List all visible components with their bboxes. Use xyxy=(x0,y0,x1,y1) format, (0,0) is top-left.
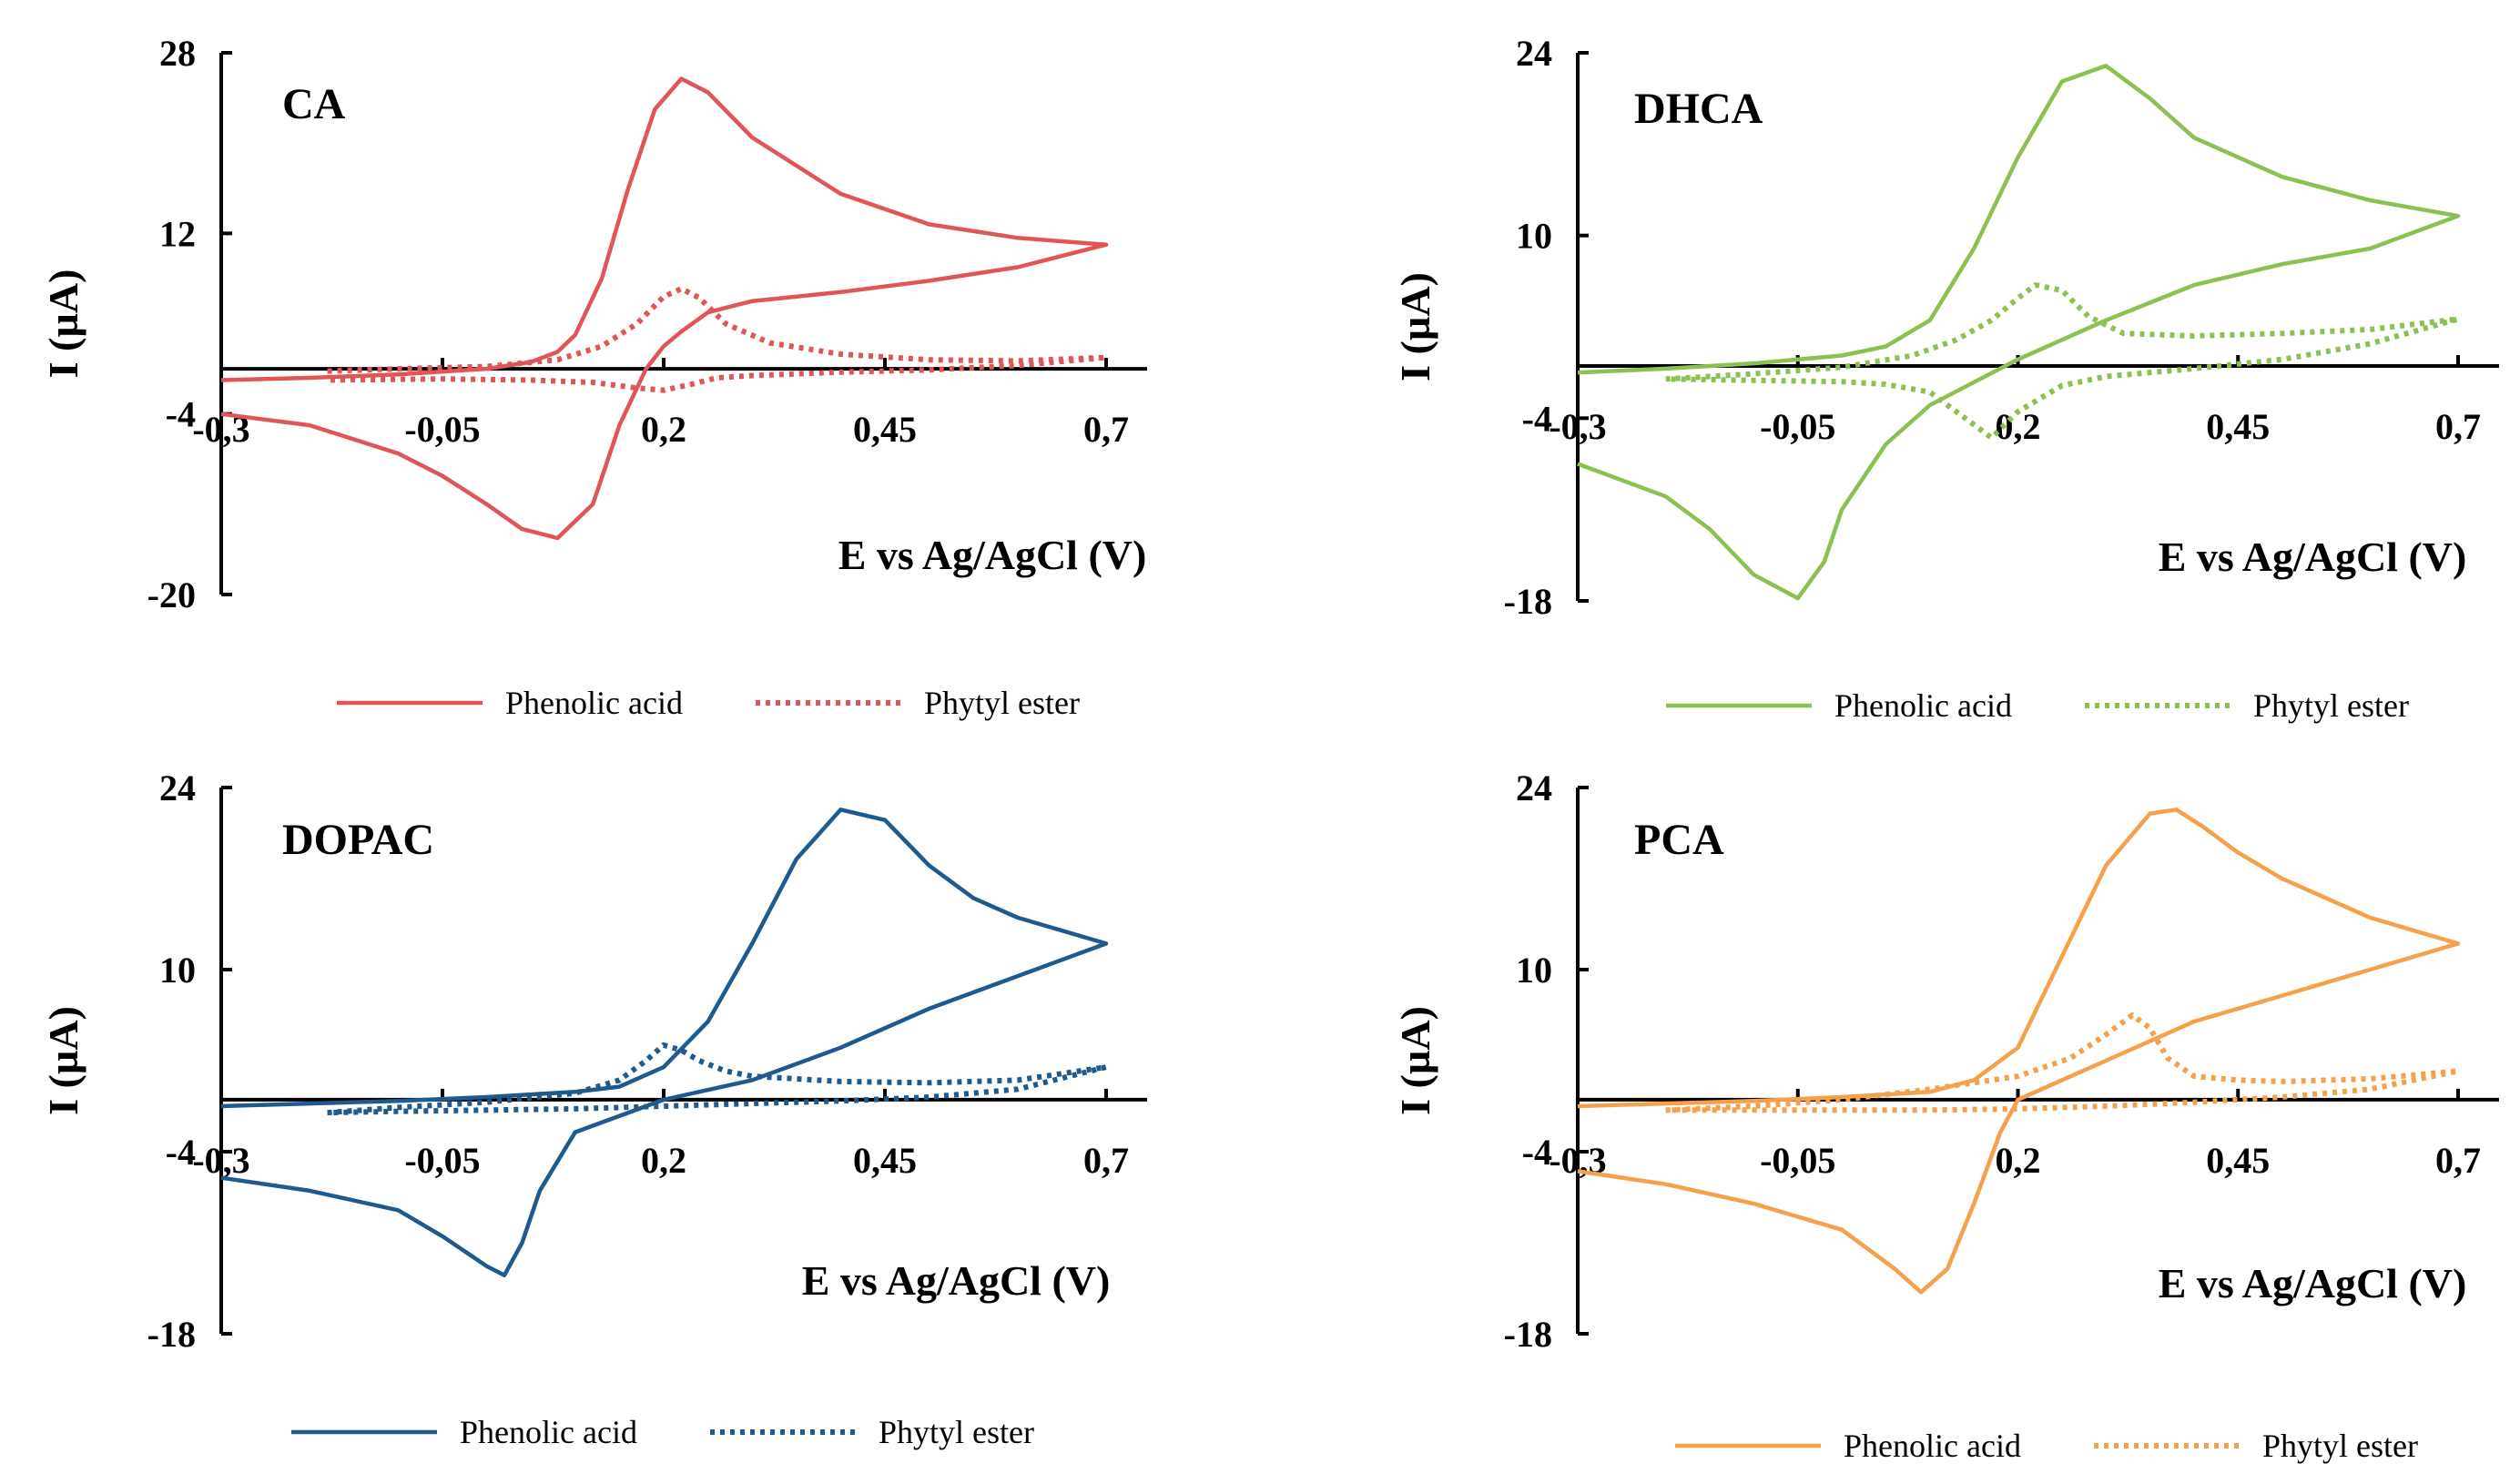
series-phytyl-ester-line xyxy=(1665,1012,2461,1113)
panel-title: CA xyxy=(282,80,346,128)
y-tick-label: -18 xyxy=(1504,581,1552,622)
chart-panel-dopac: 24 10 -4 -18 -0,3 -0,05 0,2 0,45 0,7 DOPAC E vs Ag… xyxy=(40,767,1147,1450)
legend-label-phytyl-ester: Phytyl ester xyxy=(924,685,1080,721)
y-tick-label: 24 xyxy=(1516,767,1552,808)
legend-label-phenolic-acid: Phenolic acid xyxy=(505,685,683,721)
y-axis-label: I (µA) xyxy=(40,269,86,379)
legend: Phenolic acid Phytyl ester xyxy=(291,1414,1034,1450)
x-tick-label: -0,05 xyxy=(404,1140,480,1181)
y-tick-label: 12 xyxy=(159,213,196,254)
x-axis-label: E vs Ag/AgCl (V) xyxy=(2159,1260,2467,1306)
y-axis-label: I (µA) xyxy=(1392,272,1438,381)
legend-label-phenolic-acid: Phenolic acid xyxy=(460,1414,637,1450)
y-axis-label: I (µA) xyxy=(1392,1006,1438,1115)
y-tick-label: -4 xyxy=(166,1132,196,1173)
y-tick-label: 10 xyxy=(1516,216,1552,257)
legend: Phenolic acid Phytyl ester xyxy=(1675,1428,2418,1464)
legend-label-phytyl-ester: Phytyl ester xyxy=(2253,687,2409,724)
y-tick-label: 24 xyxy=(159,767,196,808)
x-tick-label: 0,2 xyxy=(641,1140,686,1181)
panel-title: DHCA xyxy=(1634,85,1763,133)
x-tick-label: -0,05 xyxy=(404,409,480,450)
series-phytyl-ester-line xyxy=(327,286,1109,393)
x-tick-label: -0,05 xyxy=(1760,406,1835,447)
series-phenolic-acid-line xyxy=(220,808,1109,1277)
x-axis-label: E vs Ag/AgCl (V) xyxy=(838,532,1147,578)
x-tick-label: 0,2 xyxy=(1996,1140,2041,1181)
y-tick-label: 10 xyxy=(1516,950,1552,991)
y-tick-label: 28 xyxy=(159,33,196,74)
y-axis-label: I (µA) xyxy=(40,1006,86,1115)
y-tick-label: -18 xyxy=(1504,1314,1552,1355)
series-phenolic-acid-line xyxy=(1577,808,2461,1295)
x-tick-label: 0,45 xyxy=(2206,1140,2270,1181)
legend-label-phytyl-ester: Phytyl ester xyxy=(2262,1428,2418,1464)
series-phenolic-acid-line xyxy=(220,76,1109,541)
x-tick-label: 0,7 xyxy=(1083,409,1129,450)
y-tick-label: -4 xyxy=(1522,1132,1552,1173)
legend: Phenolic acid Phytyl ester xyxy=(1666,687,2409,724)
panel-title: PCA xyxy=(1634,816,1724,864)
series-phytyl-ester-line xyxy=(1665,282,2461,441)
legend-label-phenolic-acid: Phenolic acid xyxy=(1844,1428,2021,1464)
panel-title: DOPAC xyxy=(282,816,434,864)
legend-label-phytyl-ester: Phytyl ester xyxy=(879,1414,1034,1450)
x-tick-label: 0,7 xyxy=(2435,1140,2481,1181)
y-tick-label: 10 xyxy=(159,950,196,991)
y-tick-label: -4 xyxy=(166,394,196,435)
x-tick-label: 0,45 xyxy=(853,409,917,450)
x-tick-label: 0,2 xyxy=(641,409,686,450)
x-axis-label: E vs Ag/AgCl (V) xyxy=(2159,534,2467,580)
y-tick-label: -4 xyxy=(1522,398,1552,439)
series-phytyl-ester-line xyxy=(327,1042,1109,1116)
x-tick-label: -0,3 xyxy=(1549,406,1606,447)
x-tick-label: -0,05 xyxy=(1760,1140,1835,1181)
x-tick-label: 0,45 xyxy=(2206,406,2270,447)
x-tick-label: -0,3 xyxy=(192,1140,249,1181)
legend-label-phenolic-acid: Phenolic acid xyxy=(1834,687,2012,724)
series-phenolic-acid-line xyxy=(1577,64,2461,601)
x-axis-label: E vs Ag/AgCl (V) xyxy=(802,1257,1111,1304)
legend: Phenolic acid Phytyl ester xyxy=(337,685,1080,721)
x-tick-label: 0,45 xyxy=(853,1140,917,1181)
y-tick-label: -18 xyxy=(147,1314,196,1355)
y-tick-label: 24 xyxy=(1516,33,1552,74)
x-tick-label: 0,7 xyxy=(1083,1140,1129,1181)
x-tick-label: 0,7 xyxy=(2435,406,2481,447)
y-tick-label: -20 xyxy=(147,574,196,615)
